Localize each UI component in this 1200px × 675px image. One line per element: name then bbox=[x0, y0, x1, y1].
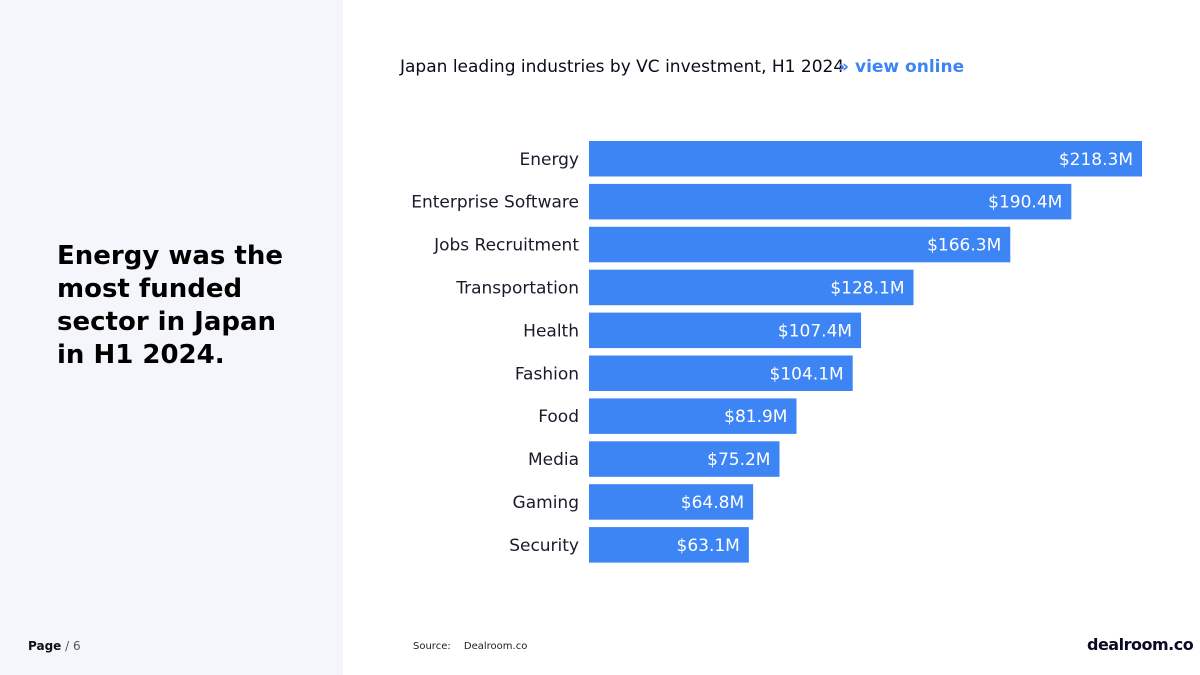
category-label: Food bbox=[538, 407, 579, 427]
bar-jobs-recruitment bbox=[589, 226, 1011, 263]
bar-enterprise-software bbox=[589, 183, 1072, 220]
view-online-label: view online bbox=[854, 57, 965, 77]
category-label: Energy bbox=[519, 150, 579, 170]
bar-fashion bbox=[589, 355, 853, 391]
view-online-link[interactable]: » view online bbox=[838, 57, 964, 77]
value-label: $128.1M bbox=[830, 278, 904, 298]
value-label: $107.4M bbox=[778, 321, 852, 341]
page-number: 6 bbox=[73, 639, 81, 653]
value-label: $104.1M bbox=[770, 364, 844, 384]
dealroom-logo[interactable]: dealroom.co bbox=[1087, 635, 1194, 654]
category-label: Gaming bbox=[513, 493, 579, 513]
bar-energy bbox=[589, 141, 1142, 177]
category-label: Jobs Recruitment bbox=[433, 236, 579, 256]
category-label: Enterprise Software bbox=[411, 193, 579, 213]
value-label: $63.1M bbox=[677, 536, 740, 556]
value-label: $75.2M bbox=[707, 450, 770, 470]
value-label: $166.3M bbox=[927, 236, 1001, 256]
source-value: Dealroom.co bbox=[463, 641, 528, 652]
page-indicator: Page / 6 bbox=[28, 639, 81, 653]
bar-media bbox=[589, 441, 780, 477]
left-panel bbox=[0, 0, 343, 675]
source-label: Source: bbox=[413, 641, 451, 652]
page-label: Page bbox=[28, 639, 62, 653]
bar-health bbox=[589, 312, 862, 349]
category-label: Fashion bbox=[515, 364, 579, 384]
bar-transportation bbox=[589, 269, 914, 306]
value-label: $64.8M bbox=[681, 493, 744, 513]
bar-food bbox=[589, 398, 797, 434]
bar-gaming bbox=[589, 484, 754, 520]
double-chevron-icon: » bbox=[838, 57, 849, 77]
value-label: $218.3M bbox=[1059, 150, 1133, 170]
category-label: Health bbox=[523, 321, 579, 341]
value-label: $81.9M bbox=[724, 407, 787, 427]
source-note: Source: Dealroom.co bbox=[413, 641, 527, 652]
category-label: Media bbox=[528, 450, 579, 470]
headline: Energy was the most funded sector in Jap… bbox=[57, 241, 284, 370]
category-label: Security bbox=[509, 536, 579, 556]
page-separator: / bbox=[65, 639, 70, 653]
bar-security bbox=[589, 527, 749, 563]
value-label: $190.4M bbox=[988, 193, 1062, 213]
category-label: Transportation bbox=[455, 278, 579, 298]
chart-title: Japan leading industries by VC investmen… bbox=[400, 57, 845, 77]
